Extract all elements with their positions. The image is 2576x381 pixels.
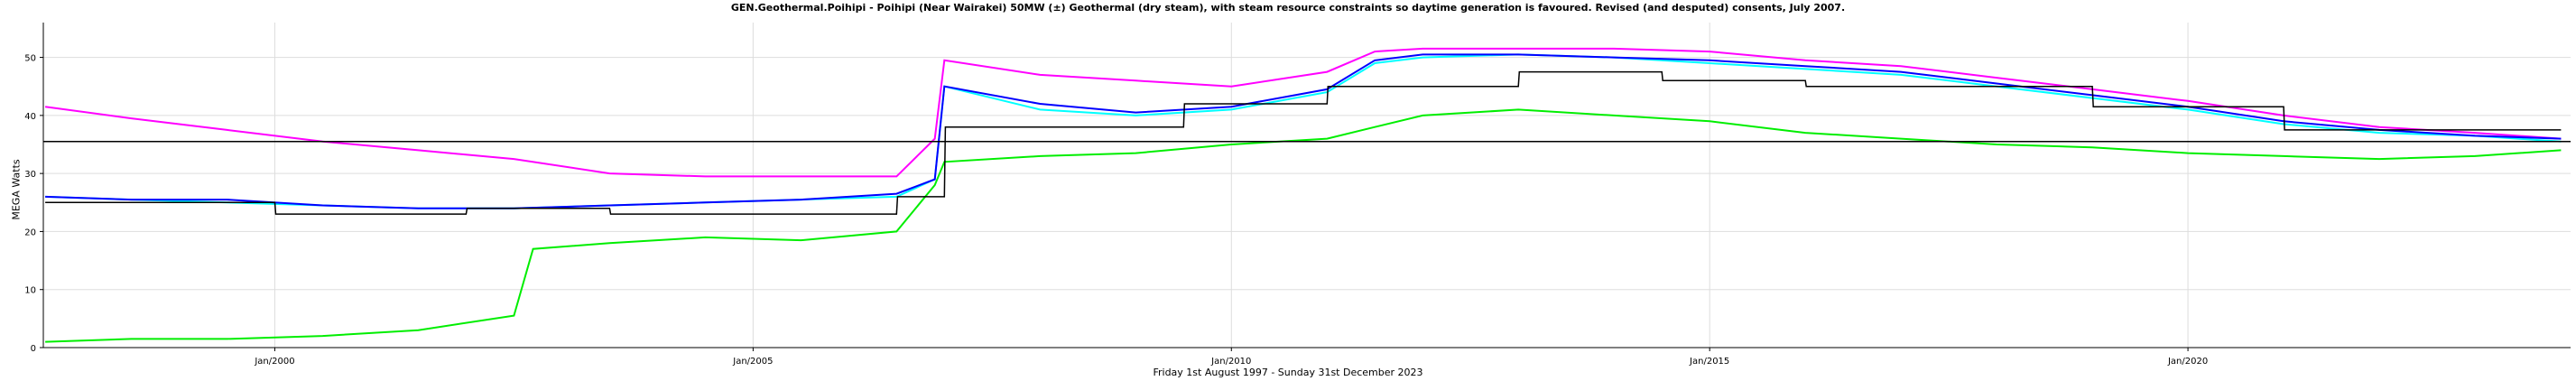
- chart-title: GEN.Geothermal.Poihipi - Poihipi (Near W…: [730, 2, 1846, 14]
- y-tick-label-0: 0: [31, 344, 36, 354]
- y-tick-label-3: 30: [24, 170, 36, 180]
- axis-layer: 0 10 20 30 40 50 Jan/2000 Jan/2005 Jan/2010 Jan/2…: [24, 23, 2571, 367]
- y-tick-label-4: 40: [24, 112, 36, 122]
- series-line-mean-daily: [45, 53, 2562, 209]
- y-tick-label-1: 10: [24, 286, 36, 296]
- x-tick-label-1: Jan/2005: [732, 357, 773, 367]
- chart-subtitle-date-range: Friday 1st August 1997 - Sunday 31st Dec…: [1153, 367, 1423, 378]
- y-tick-label-5: 50: [24, 54, 36, 64]
- y-tick-label-2: 20: [24, 228, 36, 237]
- x-tick-label-3: Jan/2015: [1689, 357, 1729, 367]
- series-layer: [43, 47, 2571, 343]
- series-line-max: [44, 47, 2562, 178]
- x-tick-label-0: Jan/2000: [254, 357, 294, 367]
- series-line-monthly-average: [45, 70, 2562, 215]
- series-line-mean: [45, 53, 2562, 209]
- series-line-min: [45, 108, 2562, 343]
- x-tick-label-4: Jan/2020: [2167, 357, 2208, 367]
- x-tick-label-2: Jan/2010: [1210, 357, 1251, 367]
- grid-layer: [43, 23, 2571, 348]
